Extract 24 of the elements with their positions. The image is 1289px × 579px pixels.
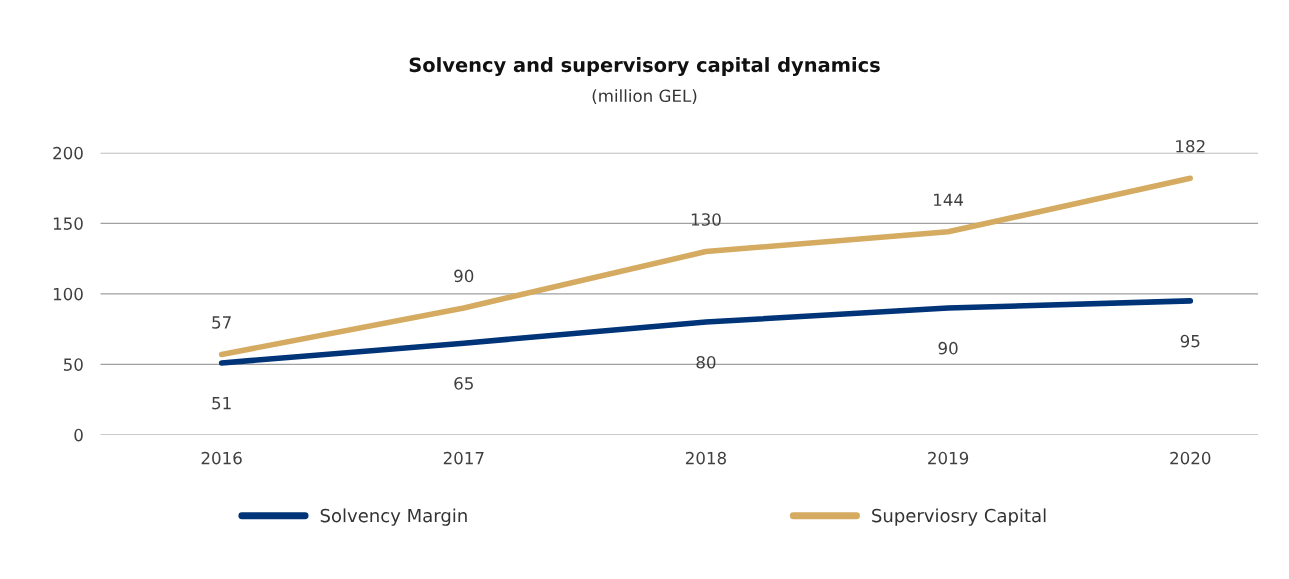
chart-subtitle: (million GEL) <box>592 89 697 105</box>
x-tick-label: 2017 <box>443 451 484 465</box>
y-tick-label: 150 <box>53 217 83 230</box>
chart-title: Solvency and supervisory capital dynamics <box>409 57 880 77</box>
data-label: 90 <box>938 341 958 355</box>
data-label: 130 <box>691 213 721 226</box>
y-tick-label: 50 <box>63 358 83 371</box>
data-label: 144 <box>934 193 964 206</box>
x-tick-label: 2016 <box>201 451 242 465</box>
y-tick-label: 0 <box>74 428 83 442</box>
data-label: 182 <box>1176 139 1205 153</box>
x-tick-label: 2020 <box>1170 451 1211 465</box>
data-label: 80 <box>696 355 716 369</box>
legend-label: Superviosry Capital <box>872 508 1046 526</box>
data-label: 90 <box>454 269 474 283</box>
data-label: 95 <box>1180 334 1200 348</box>
y-tick-label: 100 <box>53 287 83 301</box>
data-label: 51 <box>212 397 231 410</box>
x-tick-label: 2018 <box>685 451 727 465</box>
data-label: 57 <box>212 316 231 329</box>
data-label: 65 <box>454 377 473 390</box>
legend-label: Solvency Margin <box>320 508 467 526</box>
y-tick-label: 200 <box>53 146 83 160</box>
x-tick-label: 2019 <box>928 451 969 465</box>
